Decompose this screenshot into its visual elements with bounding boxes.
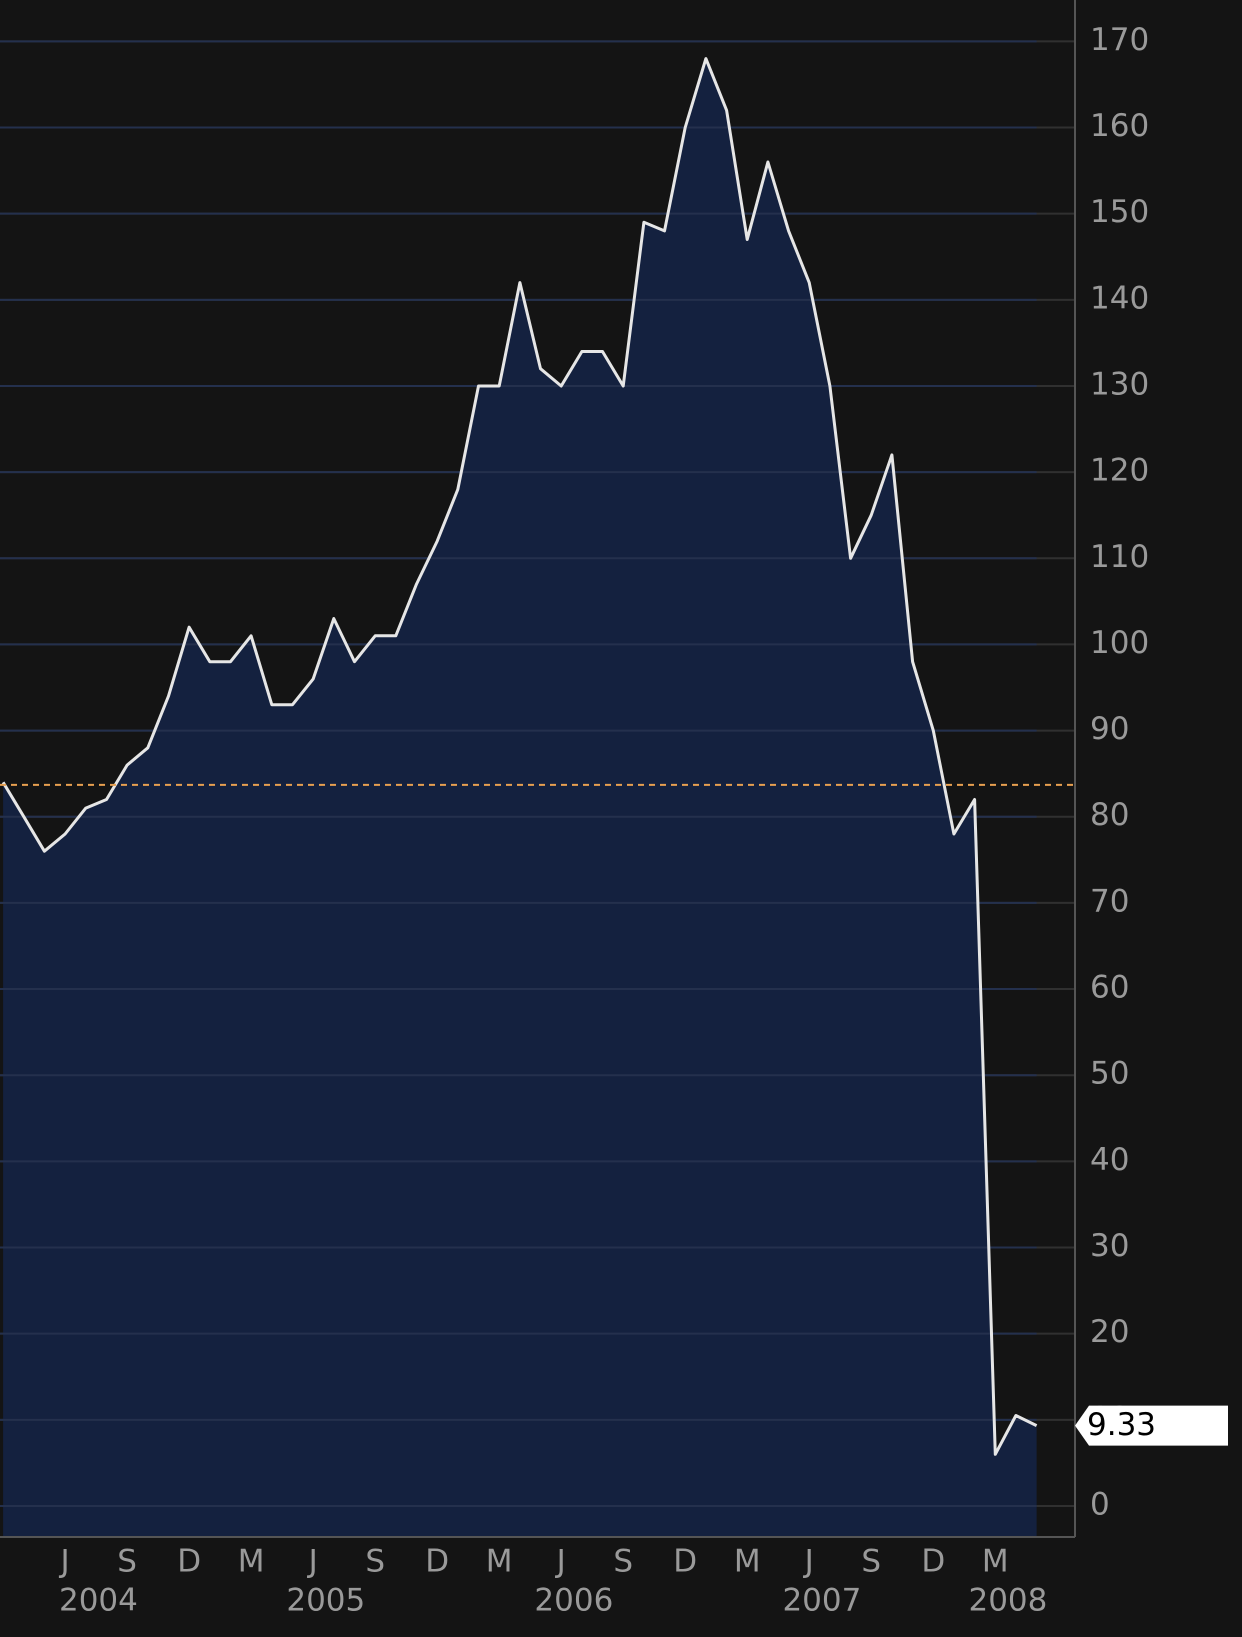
y-tick-label: 40 xyxy=(1090,1142,1129,1178)
y-tick-label: 0 xyxy=(1090,1486,1110,1522)
y-tick-label: 90 xyxy=(1090,711,1129,747)
year-label: 2004 xyxy=(59,1583,138,1619)
y-tick-label: 20 xyxy=(1090,1314,1129,1350)
x-tick-label: D xyxy=(425,1544,449,1580)
y-tick-label: 70 xyxy=(1090,883,1129,919)
area-fill xyxy=(3,58,1037,1538)
x-tick-label: S xyxy=(861,1544,881,1580)
y-tick-label: 130 xyxy=(1090,366,1149,402)
x-tick-label: S xyxy=(613,1544,633,1580)
x-tick-label: S xyxy=(117,1544,137,1580)
y-tick-label: 110 xyxy=(1090,539,1149,575)
x-tick-label: M xyxy=(734,1544,761,1580)
x-tick-label: J xyxy=(555,1544,566,1580)
last-price-box xyxy=(1075,1405,1228,1446)
y-tick-label: 50 xyxy=(1090,1056,1129,1092)
x-tick-label: M xyxy=(238,1544,265,1580)
y-tick-label: 30 xyxy=(1090,1228,1129,1264)
x-tick-label: J xyxy=(59,1544,70,1580)
x-tick-label: D xyxy=(673,1544,697,1580)
x-tick-label: M xyxy=(486,1544,513,1580)
year-label: 2005 xyxy=(286,1583,365,1619)
y-tick-label: 80 xyxy=(1090,797,1129,833)
y-tick-label: 160 xyxy=(1090,108,1149,144)
year-label: 2006 xyxy=(534,1583,613,1619)
y-tick-label: 100 xyxy=(1090,625,1149,661)
year-label: 2007 xyxy=(782,1583,861,1619)
price-line xyxy=(1,57,1038,1456)
y-tick-label: 170 xyxy=(1090,22,1149,58)
x-tick-label: J xyxy=(307,1544,318,1580)
last-price-label: 9.33 xyxy=(1087,1407,1156,1443)
y-tick-label: 140 xyxy=(1090,280,1149,316)
x-tick-label: D xyxy=(177,1544,201,1580)
x-tick-label: D xyxy=(921,1544,945,1580)
y-tick-label: 150 xyxy=(1090,194,1149,230)
x-tick-label: M xyxy=(982,1544,1009,1580)
y-tick-label: 60 xyxy=(1090,970,1129,1006)
x-tick-label: S xyxy=(365,1544,385,1580)
y-tick-label: 120 xyxy=(1090,453,1149,489)
year-label: 2008 xyxy=(968,1583,1047,1619)
x-tick-label: J xyxy=(803,1544,814,1580)
